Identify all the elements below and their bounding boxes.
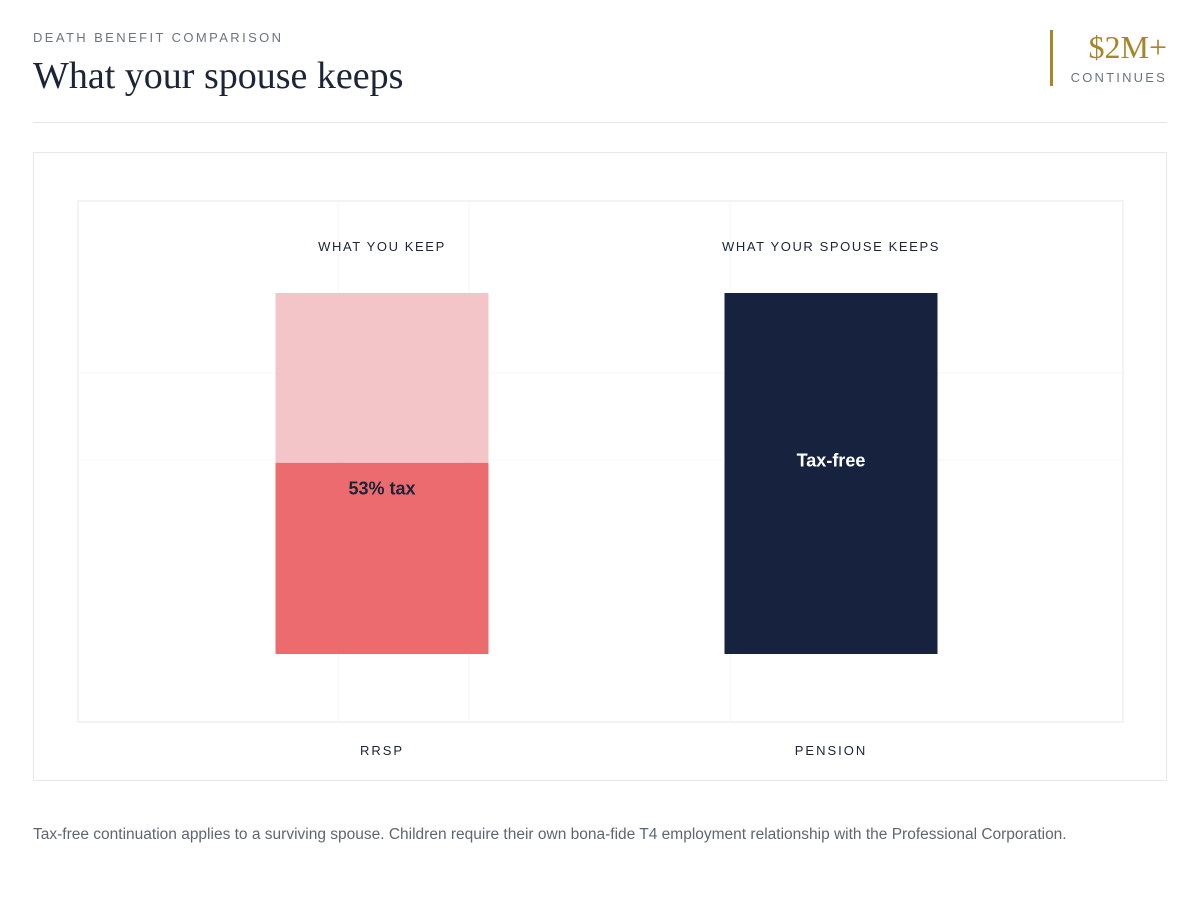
page-title: What your spouse keeps [33, 55, 404, 97]
plot-frame [77, 200, 1124, 723]
category-label: RRSP [360, 743, 404, 758]
chart-card: WHAT YOU KEEP 53% tax RRSP WHAT YOUR SPOUSE… [33, 152, 1167, 781]
bar-chart: WHAT YOU KEEP 53% tax RRSP WHAT YOUR SPOUSE… [77, 200, 1124, 758]
headline-stat: $2M+ CONTINUES [1049, 29, 1168, 86]
column-header: WHAT YOUR SPOUSE KEEPS [722, 239, 940, 254]
data-label: Tax-free [797, 451, 866, 471]
column-header: WHAT YOU KEEP [318, 239, 446, 254]
bar-segment [275, 293, 489, 463]
stat-label: CONTINUES [1070, 70, 1167, 85]
bar-segment [275, 462, 489, 654]
page-header: DEATH BENEFIT COMPARISON What your spous… [33, 0, 1167, 123]
stat-value: $2M+ [1088, 29, 1168, 65]
eyebrow-label: DEATH BENEFIT COMPARISON [33, 30, 284, 45]
category-label: PENSION [795, 743, 868, 758]
data-label: 53% tax [348, 479, 415, 499]
bar-segment [724, 293, 938, 654]
footnote: Tax-free continuation applies to a survi… [33, 826, 1067, 843]
